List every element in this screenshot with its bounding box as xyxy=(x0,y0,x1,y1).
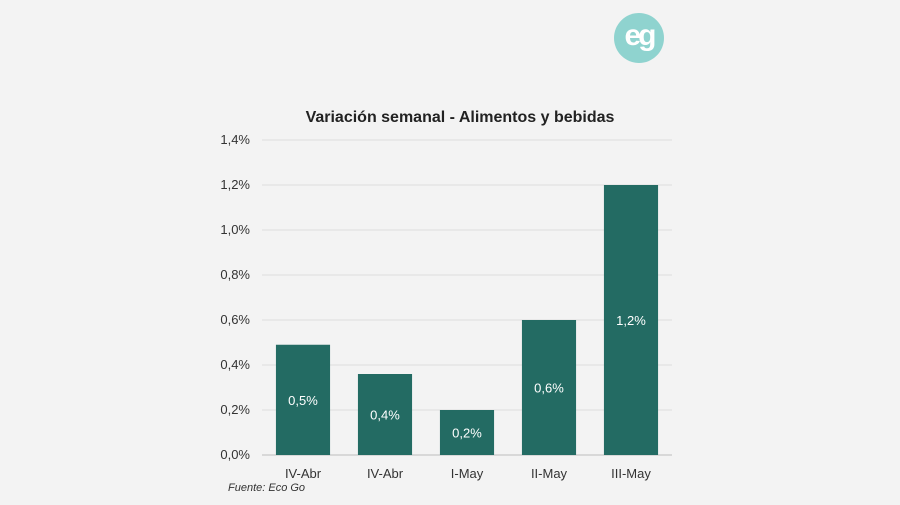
y-tick-label: 0,8% xyxy=(220,267,250,282)
chart-title: Variación semanal - Alimentos y bebidas xyxy=(305,109,615,126)
x-tick-label: III-May xyxy=(611,466,651,481)
source-note: Fuente: Eco Go xyxy=(228,482,306,494)
logo-text: eg xyxy=(624,19,656,52)
y-tick-label: 1,4% xyxy=(220,132,250,147)
x-tick-label: II-May xyxy=(531,466,568,481)
bar-data-label: 0,6% xyxy=(534,381,564,396)
y-tick-label: 1,2% xyxy=(220,177,250,192)
bar xyxy=(357,374,413,455)
eco-go-logo: eg xyxy=(614,13,664,63)
y-tick-label: 0,4% xyxy=(220,357,250,372)
y-tick-label: 0,6% xyxy=(220,312,250,327)
y-tick-label: 0,0% xyxy=(220,447,250,462)
y-tick-label: 1,0% xyxy=(220,222,250,237)
bar xyxy=(521,320,577,455)
bar xyxy=(439,410,495,455)
bar xyxy=(603,185,659,455)
x-tick-label: IV-Abr xyxy=(367,466,404,481)
bar xyxy=(275,344,331,455)
y-tick-label: 0,2% xyxy=(220,402,250,417)
bar-data-label: 0,2% xyxy=(452,426,482,441)
bar-data-label: 0,4% xyxy=(370,408,400,423)
x-tick-label: I-May xyxy=(451,466,484,481)
x-tick-label: IV-Abr xyxy=(285,466,322,481)
bar-data-label: 1,2% xyxy=(616,313,646,328)
bar-data-label: 0,5% xyxy=(288,393,318,408)
